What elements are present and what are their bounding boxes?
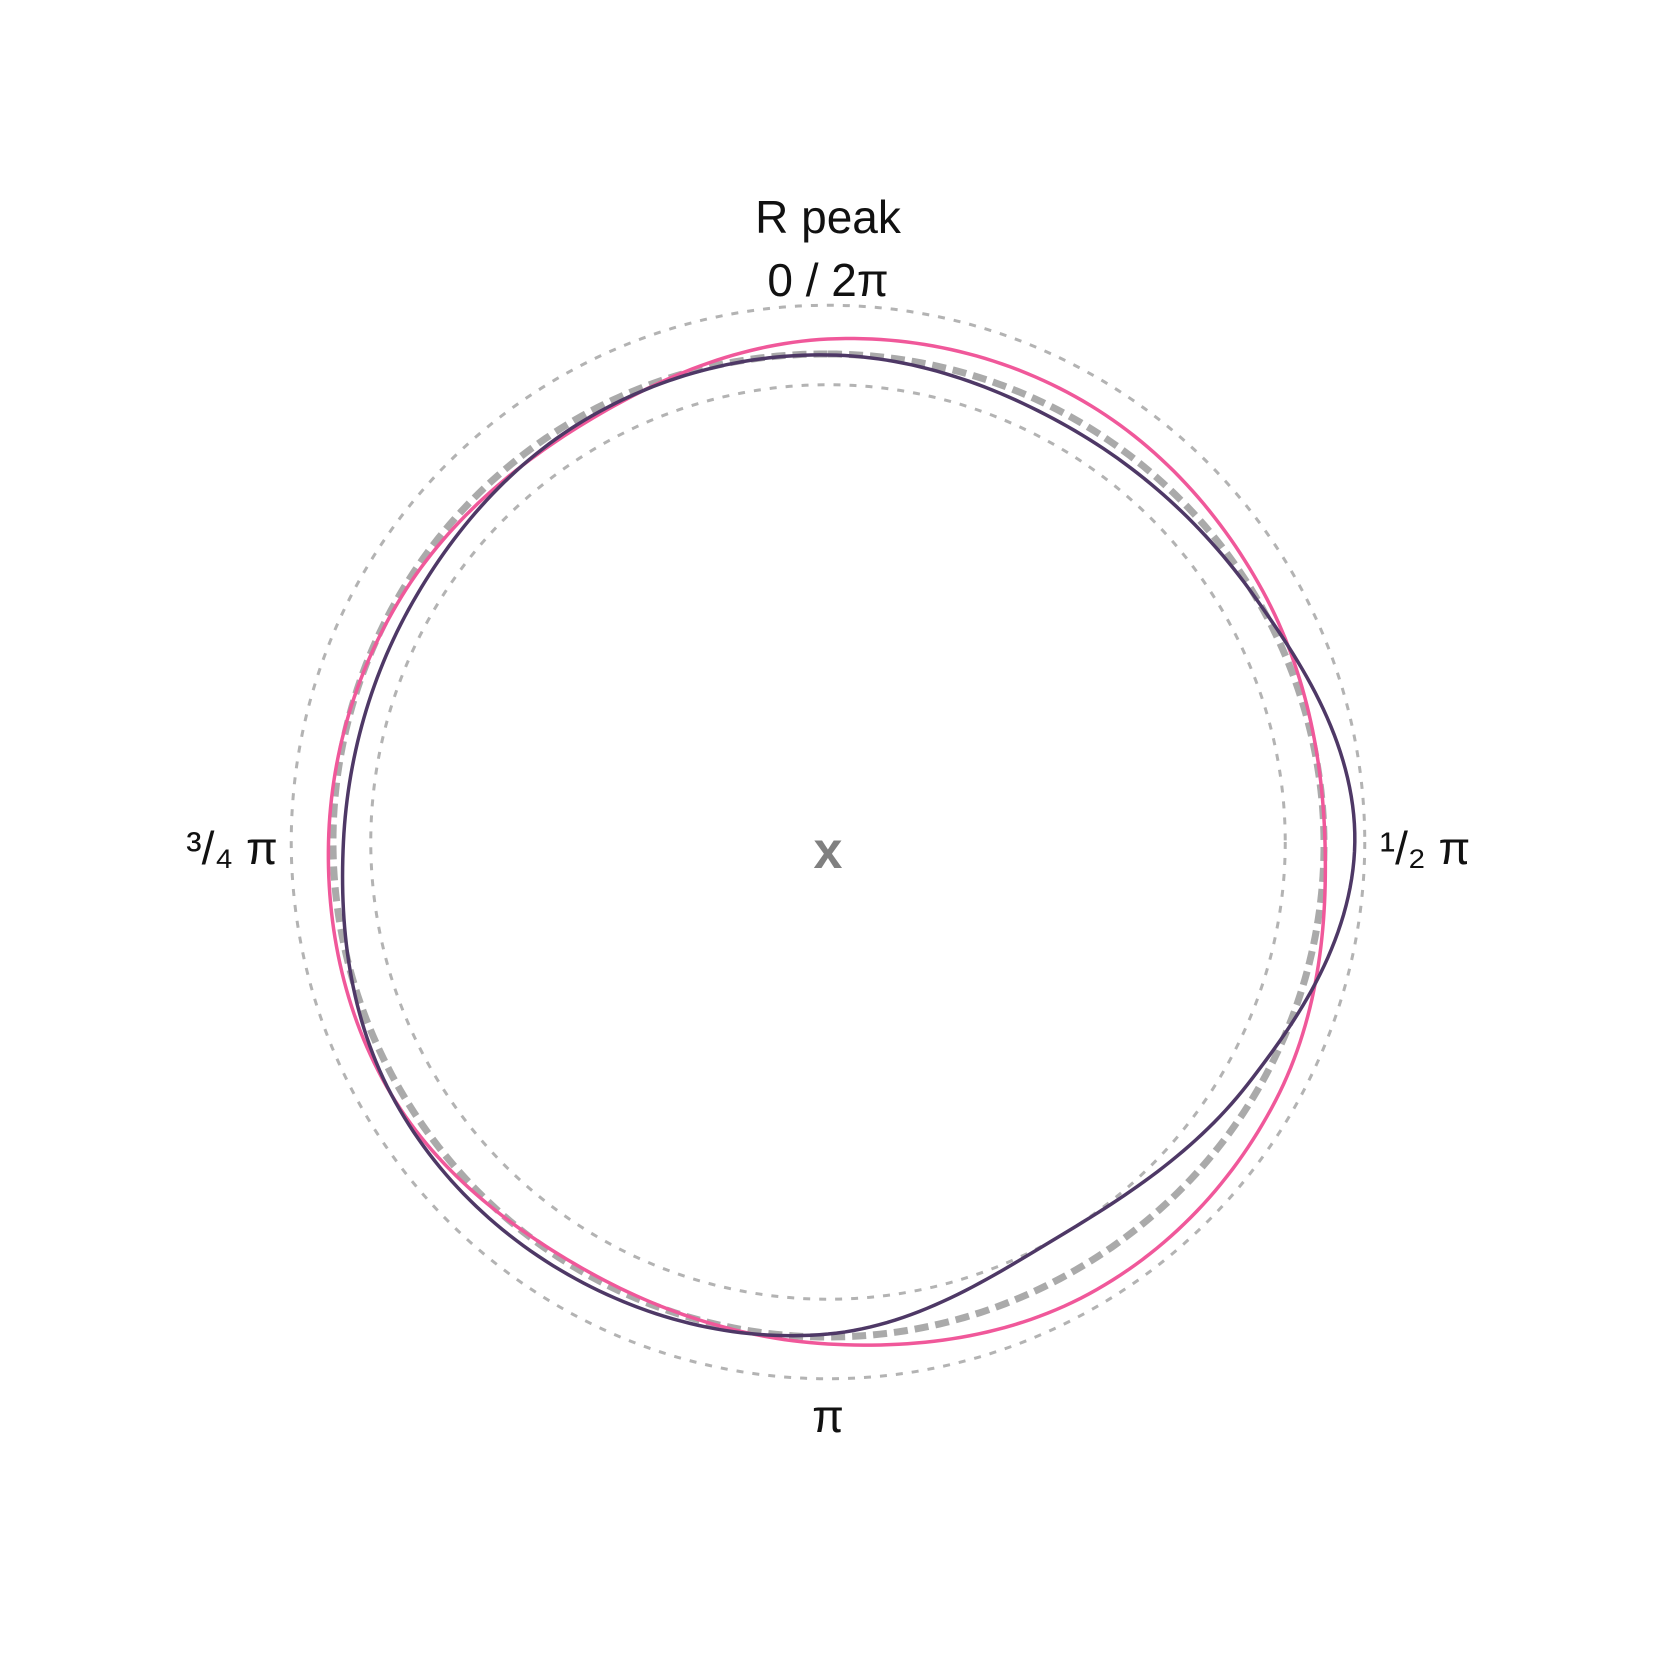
ring-inner (369, 383, 1287, 1301)
series-purple (340, 353, 1357, 1338)
center-marker: x (814, 822, 843, 880)
label-top-line2: 0 / 2π (767, 254, 888, 306)
series-group (326, 336, 1357, 1347)
label-top-line1: R peak (755, 191, 902, 243)
series-pink (326, 336, 1328, 1347)
reference-rings (289, 303, 1367, 1381)
label-left: ³/₄ π (186, 822, 277, 874)
ring-outer (289, 303, 1367, 1381)
label-right: ¹/₂ π (1380, 822, 1470, 874)
label-bottom: π (812, 1390, 844, 1442)
